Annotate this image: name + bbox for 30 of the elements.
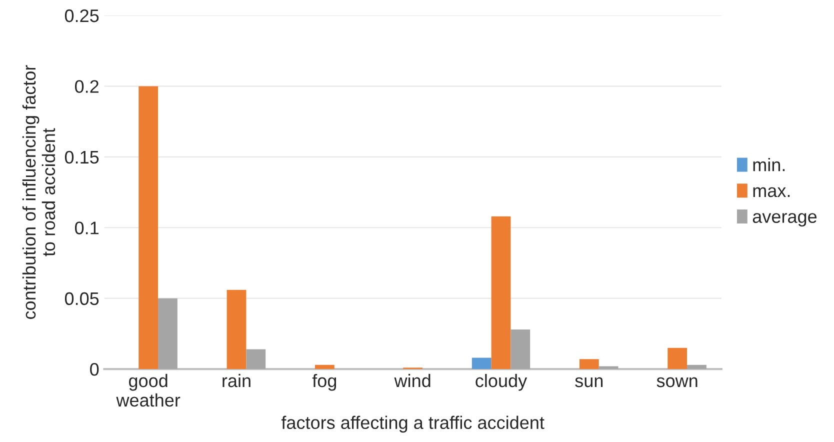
bar (314, 364, 334, 370)
bar (226, 290, 246, 370)
y-tick-label: 0 (90, 363, 99, 376)
y-tick-label: 0.2 (74, 80, 98, 93)
y-axis-title: contribution of influencing factor to road accident (22, 65, 56, 319)
y-tick-label: 0.15 (64, 150, 99, 164)
bar (510, 329, 530, 370)
bar (246, 349, 266, 370)
x-tick-label: sown (656, 377, 698, 388)
y-tick-label: 0.1 (74, 222, 99, 234)
x-tick-label: wind (394, 374, 430, 388)
bar (687, 364, 706, 370)
bar (472, 358, 492, 370)
bar (598, 366, 618, 370)
y-tick-label: 0.05 (64, 292, 99, 306)
legend-label: max. (753, 187, 790, 198)
legend-label: average (752, 213, 817, 227)
bar (579, 359, 599, 370)
bar (158, 298, 178, 370)
x-tick-label: good weather (116, 374, 180, 407)
x-axis-title: factors affecting a traffic accident (281, 416, 544, 433)
bar (668, 348, 688, 370)
bar (491, 216, 511, 370)
x-tick-label: fog (312, 374, 336, 391)
x-tick-label: rain (222, 374, 250, 388)
legend-label: min. (753, 158, 785, 172)
bar (138, 86, 158, 370)
x-tick-label: cloudy (476, 374, 528, 391)
y-tick-label: 0.25 (64, 9, 99, 22)
x-tick-label: sun (575, 377, 603, 388)
